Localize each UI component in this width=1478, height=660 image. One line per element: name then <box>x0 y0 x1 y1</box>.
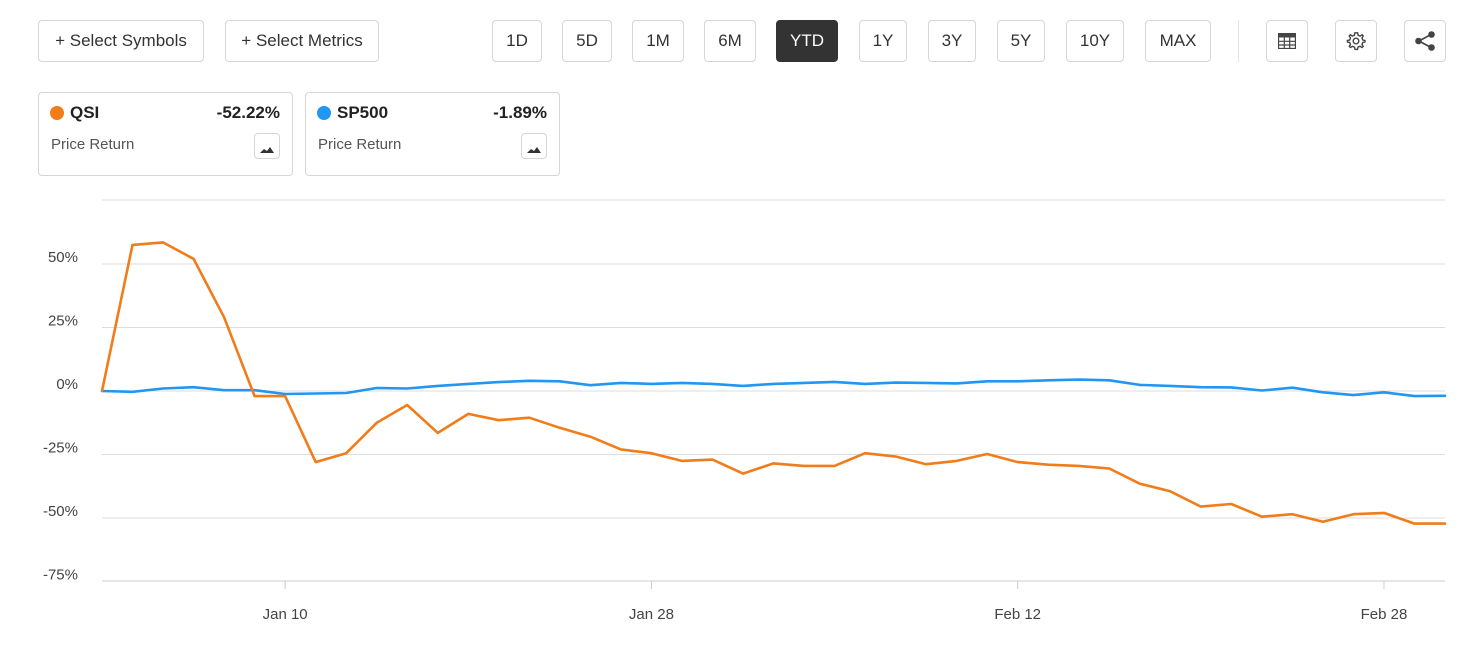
range-button-ytd[interactable]: YTD <box>776 20 838 62</box>
range-button-5d[interactable]: 5D <box>562 20 612 62</box>
range-button-max[interactable]: MAX <box>1145 20 1211 62</box>
select-symbols-button[interactable]: + Select Symbols <box>38 20 204 62</box>
mini-chart-icon <box>260 147 274 153</box>
series-line-qsi <box>100 241 1447 525</box>
series-color-dot <box>317 106 331 120</box>
settings-button[interactable] <box>1335 20 1377 62</box>
x-tick-label: Jan 10 <box>263 606 308 623</box>
select-metrics-button[interactable]: + Select Metrics <box>225 20 379 62</box>
x-tick-label: Feb 12 <box>994 606 1041 623</box>
gear-icon <box>1346 32 1366 51</box>
y-axis-labels: 50% 25% 0% -25% -50% -75% <box>43 249 78 584</box>
symbol-label: QSI <box>70 103 100 122</box>
chart-grid <box>102 199 1445 519</box>
mini-chart-button[interactable] <box>254 133 280 159</box>
y-tick-label: -25% <box>43 440 78 457</box>
mini-chart-button[interactable] <box>521 133 547 159</box>
range-button-1y[interactable]: 1Y <box>859 20 907 62</box>
mini-chart-icon <box>527 147 541 153</box>
range-button-1d[interactable]: 1D <box>492 20 542 62</box>
y-tick-label: 0% <box>56 376 78 393</box>
symbol-label: SP500 <box>337 103 389 122</box>
y-tick-label: 50% <box>48 249 78 266</box>
metric-label: Price Return <box>51 136 135 153</box>
metric-label: Price Return <box>318 136 402 153</box>
x-axis: Jan 10 Jan 28 Feb 12 Feb 28 <box>102 580 1445 623</box>
y-tick-label: -75% <box>43 567 78 584</box>
legend-card-sp500[interactable]: SP500 -1.89% Price Return <box>305 92 560 176</box>
range-button-5y[interactable]: 5Y <box>997 20 1045 62</box>
change-value: -52.22% <box>216 103 280 122</box>
price-return-chart[interactable]: 50% 25% 0% -25% -50% -75% Jan 10 Jan 28 Feb 12 F… <box>0 180 1478 660</box>
y-tick-label: 25% <box>48 313 78 330</box>
range-button-10y[interactable]: 10Y <box>1066 20 1124 62</box>
range-button-3y[interactable]: 3Y <box>928 20 976 62</box>
range-button-6m[interactable]: 6M <box>704 20 756 62</box>
series-color-dot <box>50 106 64 120</box>
change-value: -1.89% <box>493 103 547 122</box>
table-icon <box>1278 33 1296 49</box>
series-lines <box>100 241 1447 525</box>
toolbar-divider <box>1238 20 1239 62</box>
x-tick-label: Feb 28 <box>1361 606 1408 623</box>
x-tick-label: Jan 28 <box>629 606 674 623</box>
table-view-button[interactable] <box>1266 20 1308 62</box>
share-button[interactable] <box>1404 20 1446 62</box>
range-button-1m[interactable]: 1M <box>632 20 684 62</box>
share-icon <box>1415 31 1435 51</box>
legend-card-qsi[interactable]: QSI -52.22% Price Return <box>38 92 293 176</box>
y-tick-label: -50% <box>43 503 78 520</box>
series-line-sp500 <box>100 378 1447 398</box>
